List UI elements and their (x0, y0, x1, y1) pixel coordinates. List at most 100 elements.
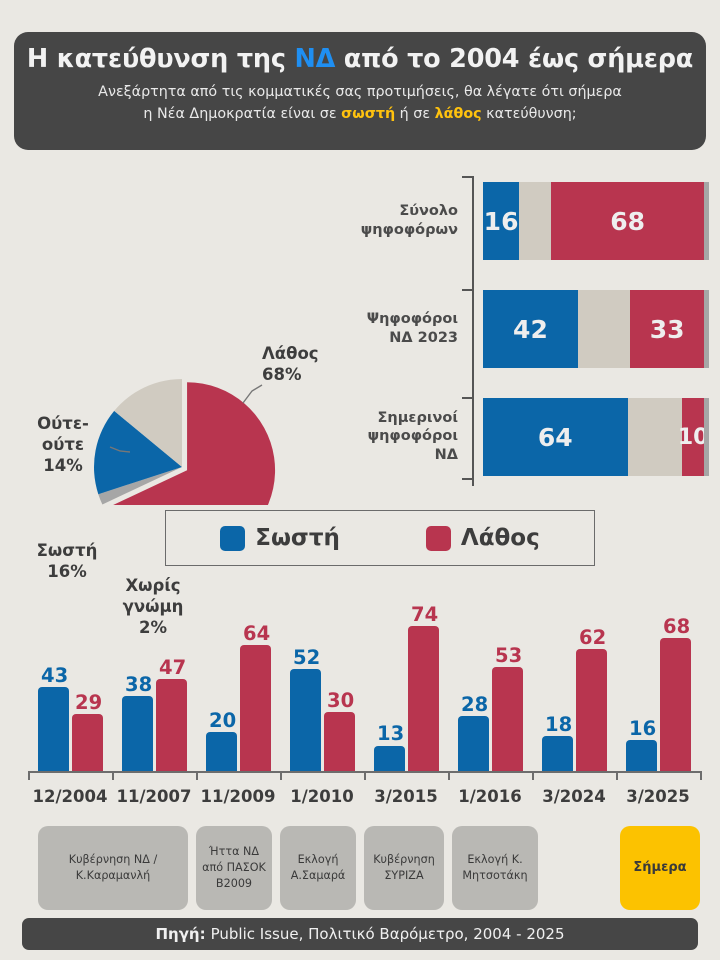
column-bar-sosti[interactable] (373, 745, 405, 771)
legend-item-lathos[interactable]: Λάθος (425, 525, 540, 551)
x-axis-label: 3/2015 (374, 787, 438, 806)
stacked-segment-value: 16 (483, 206, 519, 236)
event-box-text: Εκλογή Α.Σαμαρά (291, 852, 346, 884)
event-box-1[interactable]: Ήττα ΝΔ από ΠΑΣΟΚ Β2009 (196, 826, 272, 910)
header-subtitle: Ανεξάρτητα από τις κομματικές σας προτιμ… (98, 82, 622, 125)
stacked-row-label-2: Σημερινοί ψηφοφόροι ΝΔ (328, 409, 458, 466)
stacked-axis-tick (462, 478, 473, 480)
title-accent-nd: ΝΔ (294, 44, 336, 74)
x-axis-label: 1/2010 (290, 787, 354, 806)
column-bar-lathos[interactable] (323, 712, 355, 771)
stacked-segment-value: 10 (677, 424, 709, 450)
x-axis-label: 11/2009 (200, 787, 276, 806)
event-box-line: από ΠΑΣΟΚ (202, 861, 266, 875)
stacked-segment-2[interactable]: 10 (678, 398, 708, 476)
column-bar-value: 62 (579, 626, 607, 650)
column-bar-value: 20 (209, 708, 237, 732)
pie-slice-3[interactable] (98, 467, 182, 505)
column-bar-value: 28 (461, 693, 489, 717)
pie-chart: Λάθος 68% Ούτε-ούτε 14% Σωστή 16% Χωρίς γνώμ… (0, 160, 360, 637)
stacked-segment-1[interactable] (519, 182, 551, 260)
subtitle-seg-b: ή σε (395, 105, 435, 122)
legend-item-sosti[interactable]: Σωστή (220, 525, 340, 551)
event-box-line: Κ.Καραμανλή (75, 869, 151, 882)
subtitle-seg-a: η Νέα Δημοκρατία είναι σε (143, 105, 342, 122)
stacked-segment-1[interactable] (577, 290, 630, 368)
stacked-segment-1[interactable] (627, 398, 682, 476)
pie-label-line: Ούτε- (37, 414, 89, 433)
pie-slice-2[interactable] (94, 410, 182, 495)
stacked-bar-chart: Σύνολο ψηφοφόρων 16 68 Ψηφοφόροι ΝΔ 2023 42 33 Σ… (350, 170, 720, 495)
legend-label-lathos: Λάθος (460, 525, 540, 551)
event-box-line: Μητσοτάκη (462, 869, 528, 882)
event-box-4[interactable]: Εκλογή Κ. Μητσοτάκη (452, 826, 538, 910)
subtitle-seg-c: κατεύθυνση; (481, 105, 577, 122)
event-box-0[interactable]: Κυβέρνηση ΝΔ / Κ.Καραμανλή (38, 826, 188, 910)
x-axis-tick (196, 771, 198, 780)
column-bar-sosti[interactable] (289, 668, 321, 771)
column-bar-value: 47 (159, 655, 187, 679)
column-bar-sosti[interactable] (457, 716, 489, 771)
stacked-segment-0[interactable]: 64 (483, 398, 628, 476)
x-axis-tick (532, 771, 534, 780)
stacked-segment-3[interactable] (704, 398, 709, 476)
stacked-segment-value: 64 (537, 422, 573, 452)
event-box-line: Β2009 (215, 876, 253, 890)
event-box-text: Κυβέρνηση ΝΔ / Κ.Καραμανλή (69, 852, 158, 884)
column-bar-sosti[interactable] (121, 696, 153, 771)
stacked-segment-3[interactable] (704, 182, 709, 260)
event-box-text: Κυβέρνηση ΣΥΡΙΖΑ (373, 852, 435, 884)
column-bar-lathos[interactable] (407, 625, 439, 771)
x-axis-label: 3/2025 (626, 787, 690, 806)
event-box-line: Εκλογή Κ. (467, 853, 523, 867)
column-bar-sosti[interactable] (625, 739, 657, 771)
column-bar-sosti[interactable] (541, 735, 573, 771)
column-bar-value: 13 (377, 722, 405, 746)
pie-slice-1[interactable] (114, 379, 182, 467)
stacked-segment-value: 33 (649, 314, 685, 344)
event-box-line: Κυβέρνηση (373, 853, 435, 867)
x-axis-label: 11/2007 (116, 787, 192, 806)
event-box-2[interactable]: Εκλογή Α.Σαμαρά (280, 826, 356, 910)
column-bar-value: 43 (41, 663, 69, 687)
header-panel: Η κατεύθυνση της ΝΔ από το 2004 έως σήμε… (14, 32, 706, 150)
stacked-bar-row: 64 10 (483, 398, 709, 476)
event-box-3[interactable]: Κυβέρνηση ΣΥΡΙΖΑ (364, 826, 444, 910)
title-part-after: από το 2004 έως σήμερα (335, 44, 694, 74)
stacked-segment-2[interactable]: 33 (629, 290, 705, 368)
column-bar-value: 29 (75, 691, 103, 715)
event-box-line: Κυβέρνηση ΝΔ / (68, 853, 158, 867)
stacked-segment-0[interactable]: 42 (483, 290, 578, 368)
column-bar-value: 53 (495, 643, 523, 667)
stacked-axis-tick (462, 289, 473, 291)
stacked-bar-row: 42 33 (483, 290, 709, 368)
stacked-segment-3[interactable] (704, 290, 709, 368)
event-box-line: Ήττα ΝΔ (208, 845, 260, 859)
column-bar-lathos[interactable] (155, 678, 187, 771)
column-bar-value: 30 (327, 689, 355, 713)
column-bar-lathos[interactable] (659, 637, 691, 771)
column-bar-sosti[interactable] (205, 731, 237, 771)
x-axis-label: 12/2004 (32, 787, 108, 806)
column-bar-lathos[interactable] (491, 667, 523, 771)
x-axis-tick (28, 771, 30, 780)
stacked-segment-2[interactable]: 68 (550, 182, 705, 260)
column-bar-sosti[interactable] (37, 686, 69, 771)
subtitle-line-1: Ανεξάρτητα από τις κομματικές σας προτιμ… (98, 84, 622, 101)
x-axis-tick (364, 771, 366, 780)
stacked-row-label-line: ΝΔ (434, 447, 458, 464)
pie-label-line: Σωστή (36, 541, 98, 560)
stacked-segment-0[interactable]: 16 (483, 182, 520, 260)
event-box-line: Εκλογή (297, 853, 339, 867)
subtitle-line-2: η Νέα Δημοκρατία είναι σε σωστή ή σε λάθ… (98, 104, 622, 125)
column-bar-value: 64 (243, 622, 271, 646)
event-box-text: Ήττα ΝΔ από ΠΑΣΟΚ Β2009 (202, 844, 266, 892)
legend-label-sosti: Σωστή (255, 525, 340, 551)
column-bar-lathos[interactable] (71, 714, 103, 771)
event-box-today[interactable]: Σήμερα (620, 826, 700, 910)
stacked-axis-tick (462, 397, 473, 399)
column-bar-lathos[interactable] (575, 649, 607, 771)
column-bar-lathos[interactable] (239, 645, 271, 771)
stacked-row-label-line: ψηφοφόρων (360, 221, 458, 238)
column-bar-value: 52 (293, 645, 321, 669)
